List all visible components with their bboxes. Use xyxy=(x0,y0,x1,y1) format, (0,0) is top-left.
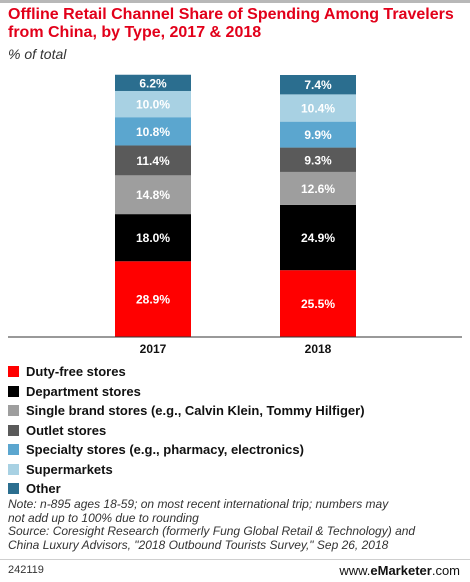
legend-item: Supermarkets xyxy=(8,460,463,480)
legend-label: Department stores xyxy=(26,383,141,399)
legend-item: Other xyxy=(8,479,463,499)
legend-label: Duty-free stores xyxy=(26,364,126,380)
bar-segment xyxy=(280,94,356,122)
legend-swatch xyxy=(8,463,19,475)
chart-notes: Note: n-895 ages 18-59; on most recent i… xyxy=(8,497,463,552)
bar-segment xyxy=(280,147,356,172)
legend-label: Other xyxy=(26,481,61,497)
brand-name: eMarketer xyxy=(370,563,432,578)
legend-item: Specialty stores (e.g., pharmacy, electr… xyxy=(8,440,463,460)
source-line: Source: Coresight Research (formerly Fun… xyxy=(8,524,416,538)
data-label: 28.9% xyxy=(136,293,170,307)
data-label: 9.3% xyxy=(304,153,332,167)
legend-label: Supermarkets xyxy=(26,461,113,477)
legend-item: Duty-free stores xyxy=(8,362,463,382)
legend-label: Outlet stores xyxy=(26,422,107,438)
data-label: 14.8% xyxy=(136,188,170,202)
data-label: 18.0% xyxy=(136,231,170,245)
bar-segment xyxy=(115,74,191,91)
legend-swatch xyxy=(8,405,19,417)
data-label: 6.2% xyxy=(139,76,167,90)
brand-logo: www.eMarketer.com xyxy=(339,563,460,578)
source-line: China Luxury Advisors, "2018 Outbound To… xyxy=(8,537,389,552)
legend-label: Specialty stores (e.g., pharmacy, electr… xyxy=(26,442,304,458)
data-label: 7.4% xyxy=(304,78,332,92)
legend: Duty-free stores Department stores Single … xyxy=(8,362,463,499)
brand-prefix: www. xyxy=(339,563,371,578)
bar-segment xyxy=(280,270,356,337)
chart-title: Offline Retail Channel Share of Spending… xyxy=(8,6,454,41)
legend-swatch xyxy=(8,424,19,436)
bar-segment xyxy=(280,204,356,271)
note-line: not add up to 100% due to rounding xyxy=(8,510,199,525)
data-label: 10.0% xyxy=(136,98,170,112)
bar-segment xyxy=(115,261,191,337)
bar-segment xyxy=(115,214,191,262)
bar-segment xyxy=(280,121,356,148)
x-tick-label: 2017 xyxy=(140,342,167,356)
data-label: 24.9% xyxy=(301,231,335,245)
footer-rule xyxy=(0,559,470,560)
data-label: 10.8% xyxy=(136,125,170,139)
legend-swatch xyxy=(8,366,19,378)
bar-segment xyxy=(115,145,191,176)
brand-suffix: .com xyxy=(431,563,460,578)
legend-item: Department stores xyxy=(8,382,463,402)
data-label: 10.4% xyxy=(301,102,335,116)
legend-item: Single brand stores (e.g., Calvin Klein,… xyxy=(8,401,463,421)
data-label: 9.9% xyxy=(304,128,332,142)
note-line: Note: n-895 ages 18-59; on most recent i… xyxy=(8,497,389,511)
stacked-bar-chart: 28.9% 18.0% 14.8% 11.4% 10.8% 10.0% 6.2% 2017 25… xyxy=(8,74,462,356)
bar-segment xyxy=(280,75,356,95)
chart-id: 242119 xyxy=(8,564,44,576)
data-label: 12.6% xyxy=(301,182,335,196)
legend-swatch xyxy=(8,483,19,495)
legend-label: Single brand stores (e.g., Calvin Klein,… xyxy=(26,403,365,419)
legend-item: Outlet stores xyxy=(8,421,463,441)
data-label: 11.4% xyxy=(136,154,170,168)
data-label: 25.5% xyxy=(301,297,335,311)
chart-subtitle: % of total xyxy=(8,46,67,62)
x-tick-label: 2018 xyxy=(305,342,332,356)
legend-swatch xyxy=(8,444,19,456)
bar-segment xyxy=(115,90,191,118)
top-rule xyxy=(0,0,470,3)
bar-segment xyxy=(115,175,191,215)
bar-segment xyxy=(115,117,191,146)
bar-segment xyxy=(280,171,356,205)
legend-swatch xyxy=(8,385,19,397)
